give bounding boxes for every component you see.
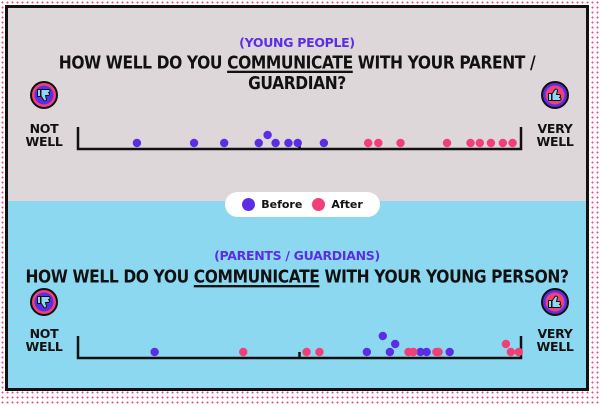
scale-low-line1: NOT bbox=[29, 121, 59, 136]
young-people-dot-plot bbox=[76, 127, 523, 151]
chart-card: (YOUNG PEOPLE) HOW WELL DO YOU COMMUNICA… bbox=[5, 5, 589, 391]
data-point-after bbox=[442, 138, 452, 148]
data-point-after bbox=[486, 138, 496, 148]
legend-swatch-after bbox=[312, 198, 326, 211]
question-text-start: HOW WELL DO YOU bbox=[25, 266, 194, 288]
data-point-before bbox=[445, 347, 454, 357]
parents-dot-plot bbox=[76, 331, 523, 360]
scale-high-label: VERY WELL bbox=[535, 122, 575, 148]
thumbs-down-icon bbox=[30, 288, 58, 316]
data-point-before bbox=[284, 138, 293, 148]
data-point-before bbox=[271, 138, 280, 148]
scale-low-line2: WELL bbox=[25, 339, 63, 354]
panel-question: HOW WELL DO YOU COMMUNICATE WITH YOUR YO… bbox=[8, 267, 586, 288]
data-point-after bbox=[475, 138, 485, 148]
data-point-after bbox=[302, 347, 311, 357]
data-point-after bbox=[466, 138, 475, 148]
data-point-before bbox=[189, 138, 199, 148]
data-point-before bbox=[132, 138, 142, 148]
data-point-before bbox=[378, 331, 387, 341]
panel-subtitle: (PARENTS / GUARDIANS) bbox=[214, 248, 380, 263]
question-text-end: WITH YOUR PARENT / GUARDIAN? bbox=[248, 52, 536, 94]
data-point-after bbox=[498, 138, 508, 148]
data-point-after bbox=[363, 138, 373, 148]
data-point-before bbox=[385, 347, 395, 357]
legend: Before After bbox=[225, 192, 380, 217]
data-point-before bbox=[390, 339, 400, 349]
legend-label-before: Before bbox=[261, 198, 303, 211]
thumbs-up-icon bbox=[541, 81, 569, 109]
scale-high-line2: WELL bbox=[536, 339, 574, 354]
panel-question: HOW WELL DO YOU COMMUNICATE WITH YOUR PA… bbox=[8, 52, 586, 93]
data-point-after bbox=[315, 347, 324, 357]
data-point-before bbox=[219, 138, 229, 148]
panel-subtitle: (YOUNG PEOPLE) bbox=[239, 35, 355, 50]
data-point-after bbox=[508, 138, 517, 148]
data-point-before bbox=[416, 347, 425, 357]
data-point-after bbox=[374, 138, 383, 148]
scale-low-label: NOT WELL bbox=[24, 327, 64, 353]
data-point-after bbox=[514, 347, 523, 357]
scale-high-line1: VERY bbox=[537, 121, 573, 136]
data-point-after bbox=[409, 347, 418, 357]
scale-high-line2: WELL bbox=[536, 134, 574, 149]
legend-label-after: After bbox=[331, 198, 363, 211]
question-text-underlined: COMMUNICATE bbox=[193, 266, 320, 288]
data-point-after bbox=[506, 347, 516, 357]
data-point-before bbox=[422, 347, 431, 357]
data-point-before bbox=[150, 347, 159, 357]
question-text-underlined: COMMUNICATE bbox=[227, 52, 353, 73]
thumbs-down-icon bbox=[30, 81, 58, 109]
scale-low-label: NOT WELL bbox=[24, 122, 64, 148]
legend-swatch-before bbox=[242, 198, 256, 211]
data-point-before bbox=[254, 138, 263, 148]
data-point-before bbox=[319, 138, 329, 148]
data-point-after bbox=[501, 339, 511, 349]
data-point-after bbox=[239, 347, 248, 357]
thumbs-up-icon bbox=[541, 288, 569, 316]
scale-low-line2: WELL bbox=[25, 134, 63, 149]
data-point-before bbox=[263, 130, 272, 140]
data-point-before bbox=[293, 138, 302, 148]
young-people-panel: (YOUNG PEOPLE) HOW WELL DO YOU COMMUNICA… bbox=[8, 8, 586, 201]
scale-high-line1: VERY bbox=[537, 326, 573, 341]
question-text-start: HOW WELL DO YOU bbox=[58, 52, 228, 73]
data-point-after bbox=[434, 347, 443, 357]
scale-high-label: VERY WELL bbox=[535, 327, 575, 353]
data-point-before bbox=[362, 347, 372, 357]
question-text-end: WITH YOUR YOUNG PERSON? bbox=[319, 266, 569, 288]
data-point-after bbox=[396, 138, 405, 148]
legend-item-before: Before bbox=[242, 198, 302, 211]
parents-panel: (PARENTS / GUARDIANS) HOW WELL DO YOU CO… bbox=[8, 201, 586, 388]
legend-item-after: After bbox=[312, 198, 363, 211]
scale-low-line1: NOT bbox=[29, 326, 59, 341]
